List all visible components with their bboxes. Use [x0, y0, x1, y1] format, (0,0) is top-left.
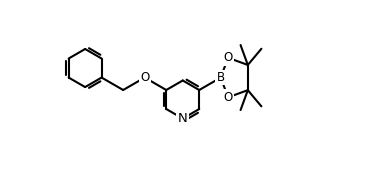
Text: N: N [178, 112, 188, 125]
Text: O: O [223, 91, 233, 104]
Text: O: O [223, 51, 233, 64]
Text: O: O [140, 71, 149, 84]
Text: B: B [217, 71, 225, 84]
